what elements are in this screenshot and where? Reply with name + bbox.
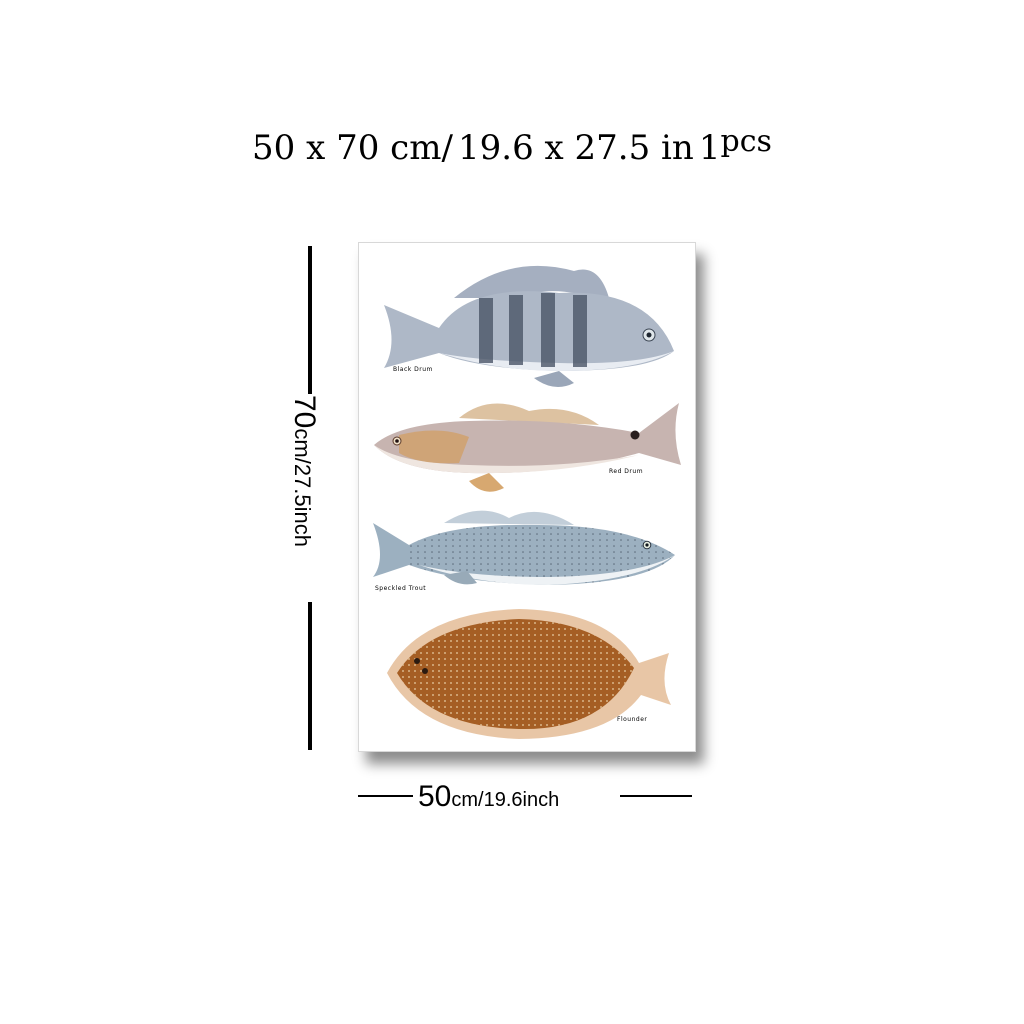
width-dimension-line-right: [620, 795, 692, 797]
black-drum-fish: [384, 265, 674, 387]
fish-label-black-drum: Black Drum: [393, 366, 433, 373]
fish-poster: Black Drum Red Drum Speckled Trout: [358, 242, 696, 752]
height-dimension-line-top: [308, 246, 312, 394]
width-dimension-label: 50cm/19.6inch: [418, 780, 559, 814]
height-value: 70: [288, 395, 321, 429]
quantity-unit: pcs: [720, 124, 772, 159]
height-unit: cm/27.5inch: [290, 428, 315, 547]
fish-label-speckled-trout: Speckled Trout: [375, 585, 426, 592]
fish-label-flounder: Flounder: [617, 716, 647, 723]
height-dimension-line-bottom: [308, 602, 312, 750]
width-value: 50: [418, 780, 452, 813]
quantity-number: 1: [698, 128, 721, 168]
flounder-fish: [387, 609, 671, 739]
speckled-trout-fish: [373, 510, 675, 585]
fish-label-red-drum: Red Drum: [609, 468, 643, 475]
height-dimension-label: 70cm/27.5inch: [275, 395, 335, 625]
red-drum-fish: [374, 403, 681, 492]
width-dimension-line-left: [358, 795, 413, 797]
width-unit: cm/19.6inch: [451, 789, 560, 811]
fish-illustration: Black Drum Red Drum Speckled Trout: [373, 265, 681, 739]
size-cm-text: 50 x 70 cm/: [252, 128, 453, 168]
size-in-text: 19.6 x 27.5 in: [458, 128, 694, 168]
size-title: 50 x 70 cm/ 19.6 x 27.5 in 1pcs: [0, 124, 1024, 168]
